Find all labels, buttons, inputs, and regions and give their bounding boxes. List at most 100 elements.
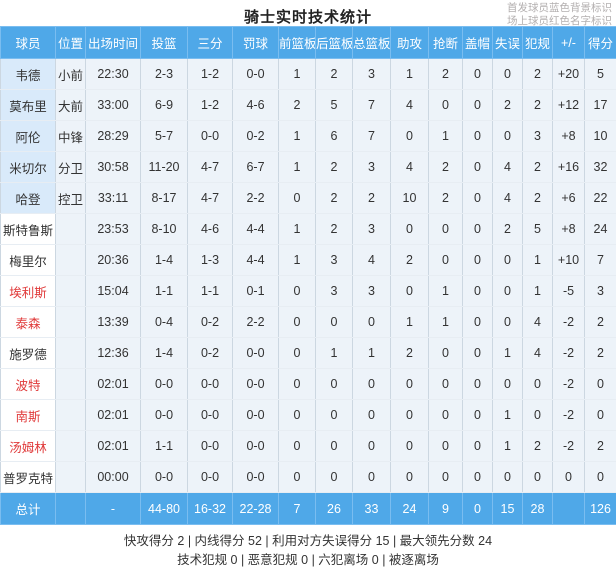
- stats-table: 球员位置出场时间投篮三分罚球前篮板后篮板总篮板助攻抢断盖帽失误犯规+/-得分 韦…: [0, 26, 616, 525]
- cell-pos: [56, 245, 86, 276]
- cell-pos: [56, 400, 86, 431]
- cell-pos: 小前: [56, 59, 86, 90]
- cell-to: 4: [493, 152, 523, 183]
- footer-stats: 快攻得分 2 | 内线得分 52 | 利用对方失误得分 15 | 最大领先分数 …: [0, 532, 616, 570]
- cell-pf: 2: [523, 183, 553, 214]
- cell-pm: +6: [553, 183, 585, 214]
- cell-dreb: 6: [316, 121, 353, 152]
- cell-stl: 1: [429, 307, 463, 338]
- cell-pf: 3: [523, 121, 553, 152]
- cell-to: 0: [493, 276, 523, 307]
- column-header-name: 球员: [1, 27, 56, 59]
- cell-stl: 2: [429, 152, 463, 183]
- total-cell-blk: 0: [463, 493, 493, 525]
- cell-reb: 0: [353, 462, 391, 493]
- cell-pf: 1: [523, 276, 553, 307]
- cell-pf: 4: [523, 307, 553, 338]
- cell-oreb: 1: [279, 59, 316, 90]
- cell-ast: 4: [391, 152, 429, 183]
- legend-note: 首发球员蓝色背景标识 场上球员红色名字标识: [507, 2, 612, 28]
- cell-pos: [56, 431, 86, 462]
- cell-ft: 0-0: [233, 400, 279, 431]
- cell-tp: 1-3: [188, 245, 233, 276]
- cell-blk: 0: [463, 90, 493, 121]
- cell-tp: 0-2: [188, 307, 233, 338]
- cell-player-name: 南斯: [1, 400, 56, 431]
- total-cell-reb: 33: [353, 493, 391, 525]
- footer-stats-line2: 技术犯规 0 | 恶意犯规 0 | 六犯离场 0 | 被逐离场: [0, 551, 616, 570]
- cell-to: 0: [493, 245, 523, 276]
- cell-pos: 大前: [56, 90, 86, 121]
- cell-ft: 4-6: [233, 90, 279, 121]
- cell-player-name: 埃利斯: [1, 276, 56, 307]
- cell-blk: 0: [463, 121, 493, 152]
- cell-player-name: 波特: [1, 369, 56, 400]
- cell-blk: 0: [463, 369, 493, 400]
- footer-stats-line1: 快攻得分 2 | 内线得分 52 | 利用对方失误得分 15 | 最大领先分数 …: [0, 532, 616, 551]
- cell-pf: 2: [523, 431, 553, 462]
- cell-pf: 1: [523, 245, 553, 276]
- cell-time: 00:00: [86, 462, 141, 493]
- legend-oncourt-note: 场上球员红色名字标识: [507, 15, 612, 28]
- cell-oreb: 0: [279, 276, 316, 307]
- total-cell-to: 15: [493, 493, 523, 525]
- cell-pm: +8: [553, 214, 585, 245]
- cell-blk: 0: [463, 152, 493, 183]
- cell-ast: 0: [391, 214, 429, 245]
- cell-pm: +10: [553, 245, 585, 276]
- cell-ft: 0-0: [233, 462, 279, 493]
- cell-ft: 0-0: [233, 338, 279, 369]
- cell-ft: 6-7: [233, 152, 279, 183]
- cell-reb: 0: [353, 369, 391, 400]
- cell-time: 12:36: [86, 338, 141, 369]
- cell-reb: 2: [353, 183, 391, 214]
- cell-player-name: 斯特鲁斯: [1, 214, 56, 245]
- cell-pm: +20: [553, 59, 585, 90]
- cell-pf: 2: [523, 152, 553, 183]
- cell-player-name: 施罗德: [1, 338, 56, 369]
- total-cell-ft: 22-28: [233, 493, 279, 525]
- cell-oreb: 0: [279, 431, 316, 462]
- total-cell-stl: 9: [429, 493, 463, 525]
- total-cell-time: -: [86, 493, 141, 525]
- cell-tp: 4-7: [188, 183, 233, 214]
- cell-blk: 0: [463, 214, 493, 245]
- cell-to: 1: [493, 338, 523, 369]
- cell-reb: 4: [353, 245, 391, 276]
- cell-fg: 0-4: [141, 307, 188, 338]
- cell-to: 1: [493, 431, 523, 462]
- cell-reb: 0: [353, 400, 391, 431]
- column-header-blk: 盖帽: [463, 27, 493, 59]
- cell-ast: 2: [391, 245, 429, 276]
- cell-pf: 0: [523, 462, 553, 493]
- cell-blk: 0: [463, 462, 493, 493]
- cell-pm: -2: [553, 400, 585, 431]
- cell-ft: 4-4: [233, 214, 279, 245]
- cell-player-name: 哈登: [1, 183, 56, 214]
- cell-time: 02:01: [86, 369, 141, 400]
- cell-player-name: 梅里尔: [1, 245, 56, 276]
- column-header-pm: +/-: [553, 27, 585, 59]
- cell-reb: 3: [353, 214, 391, 245]
- cell-ast: 0: [391, 276, 429, 307]
- cell-pts: 0: [585, 400, 616, 431]
- cell-tp: 1-1: [188, 276, 233, 307]
- cell-pf: 2: [523, 59, 553, 90]
- cell-to: 2: [493, 214, 523, 245]
- cell-ast: 0: [391, 400, 429, 431]
- cell-fg: 6-9: [141, 90, 188, 121]
- cell-tp: 1-2: [188, 59, 233, 90]
- column-header-tp: 三分: [188, 27, 233, 59]
- cell-dreb: 2: [316, 214, 353, 245]
- cell-player-name: 韦德: [1, 59, 56, 90]
- cell-pts: 17: [585, 90, 616, 121]
- cell-pm: +16: [553, 152, 585, 183]
